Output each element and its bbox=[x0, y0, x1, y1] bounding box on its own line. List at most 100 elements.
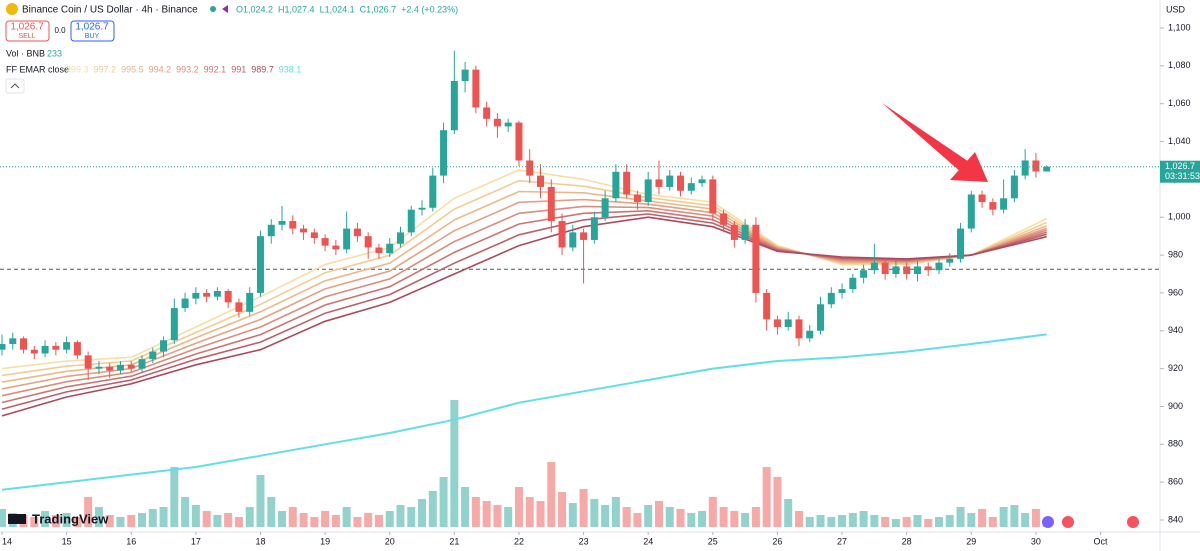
volume-bar bbox=[784, 499, 793, 527]
arrow-shaft bbox=[882, 103, 978, 180]
volume-bar bbox=[988, 517, 997, 527]
volume-bar bbox=[579, 489, 588, 527]
brand: TradingView bbox=[32, 511, 109, 526]
volume-bar bbox=[159, 507, 168, 527]
y-tick-label: 860 bbox=[1168, 477, 1183, 487]
candle-body bbox=[806, 330, 814, 339]
volume-bar bbox=[461, 487, 470, 527]
volume-bar bbox=[805, 517, 814, 527]
volume-bar bbox=[234, 517, 243, 527]
ohlc-legend-item: H1,027.4 bbox=[278, 4, 315, 14]
candle-body bbox=[612, 171, 620, 199]
y-tick-label: 1,060 bbox=[1168, 98, 1191, 108]
candle-body bbox=[1043, 166, 1051, 172]
candle-body bbox=[537, 175, 544, 187]
volume-bar bbox=[385, 511, 394, 527]
candle-body bbox=[903, 266, 911, 274]
candle-body bbox=[256, 236, 264, 293]
ohlc-legend-item: O1,024.2 bbox=[236, 4, 273, 14]
candle-body bbox=[1000, 198, 1008, 210]
volume-bar bbox=[870, 515, 879, 527]
x-tick-label: 17 bbox=[191, 536, 201, 546]
sell-price: 1,026.7 bbox=[10, 22, 44, 33]
ema-line bbox=[1, 209, 1047, 404]
candle-body bbox=[353, 228, 361, 237]
event-icon bbox=[1127, 516, 1139, 528]
candle-body bbox=[838, 289, 846, 293]
candle-body bbox=[752, 224, 760, 293]
y-tick-label: 1,000 bbox=[1168, 212, 1191, 222]
candle-body bbox=[95, 366, 103, 369]
volume-bar bbox=[859, 511, 868, 527]
volume-bar bbox=[719, 507, 728, 527]
volume-bar bbox=[62, 513, 71, 527]
candle-body bbox=[116, 364, 124, 371]
candle-body bbox=[364, 236, 372, 248]
volume-bar bbox=[0, 509, 6, 527]
candle-body bbox=[773, 319, 781, 327]
volume-bar bbox=[913, 515, 922, 527]
volume-bar bbox=[41, 511, 50, 527]
ema-legend: FF EMAR close bbox=[6, 64, 69, 74]
volume-bar bbox=[202, 511, 211, 527]
volume-bar bbox=[148, 509, 157, 527]
volume-bar bbox=[999, 507, 1008, 527]
candle-body bbox=[504, 122, 512, 127]
candle-body bbox=[817, 304, 825, 331]
candle-body bbox=[84, 355, 92, 369]
volume-bar bbox=[751, 507, 760, 527]
candle-body bbox=[289, 221, 297, 229]
volume-bar bbox=[374, 515, 383, 527]
y-tick-label: 1,100 bbox=[1168, 22, 1191, 32]
volume-bar bbox=[536, 501, 545, 527]
volume-last: 233 bbox=[47, 48, 62, 58]
candle-body bbox=[0, 344, 6, 350]
candle-body bbox=[472, 69, 480, 108]
volume-bar bbox=[94, 507, 103, 527]
volume-bar bbox=[256, 475, 265, 527]
candle-body bbox=[41, 345, 49, 354]
volume-bar bbox=[611, 497, 620, 527]
volume-bar bbox=[418, 499, 427, 527]
volume-bar bbox=[482, 501, 491, 527]
y-tick-label: 880 bbox=[1168, 439, 1183, 449]
x-tick-label: 18 bbox=[255, 536, 265, 546]
status-dot bbox=[210, 6, 216, 12]
candle-body bbox=[601, 198, 609, 218]
sell-button[interactable] bbox=[5, 20, 50, 42]
ema-line bbox=[1, 213, 1047, 410]
volume-bar bbox=[633, 513, 642, 527]
currency: USD bbox=[1166, 4, 1186, 14]
candle-body bbox=[741, 224, 749, 240]
volume-bar bbox=[601, 505, 610, 527]
ema-line bbox=[1, 198, 1047, 390]
candle-body bbox=[924, 266, 932, 271]
candle-body bbox=[267, 224, 275, 237]
candle-body bbox=[677, 175, 685, 191]
collapse-button[interactable] bbox=[5, 78, 25, 94]
candle-body bbox=[644, 179, 652, 203]
volume-bar bbox=[525, 497, 534, 527]
buy-button[interactable] bbox=[70, 20, 115, 42]
candle-body bbox=[795, 319, 803, 339]
arrow-head bbox=[950, 152, 988, 182]
volume-bar bbox=[978, 509, 987, 527]
volume-bar bbox=[224, 513, 233, 527]
last-price-label: 1,026.7 bbox=[1165, 161, 1195, 171]
candle-body bbox=[138, 359, 146, 369]
candle-body bbox=[278, 221, 286, 225]
candle-body bbox=[418, 207, 426, 210]
candle-body bbox=[127, 364, 135, 369]
plot-area bbox=[0, 50, 1160, 527]
candle-body bbox=[300, 228, 308, 233]
candle-body bbox=[396, 232, 404, 244]
volume-bar bbox=[558, 492, 567, 527]
coin-icon bbox=[6, 3, 18, 15]
collapse-icon bbox=[10, 83, 20, 89]
candle-body bbox=[784, 319, 792, 327]
candle-body bbox=[213, 291, 221, 297]
volume-bar bbox=[654, 501, 663, 527]
ema-line bbox=[1, 205, 1047, 397]
x-tick-label: 20 bbox=[385, 536, 395, 546]
volume-bar bbox=[364, 513, 373, 527]
